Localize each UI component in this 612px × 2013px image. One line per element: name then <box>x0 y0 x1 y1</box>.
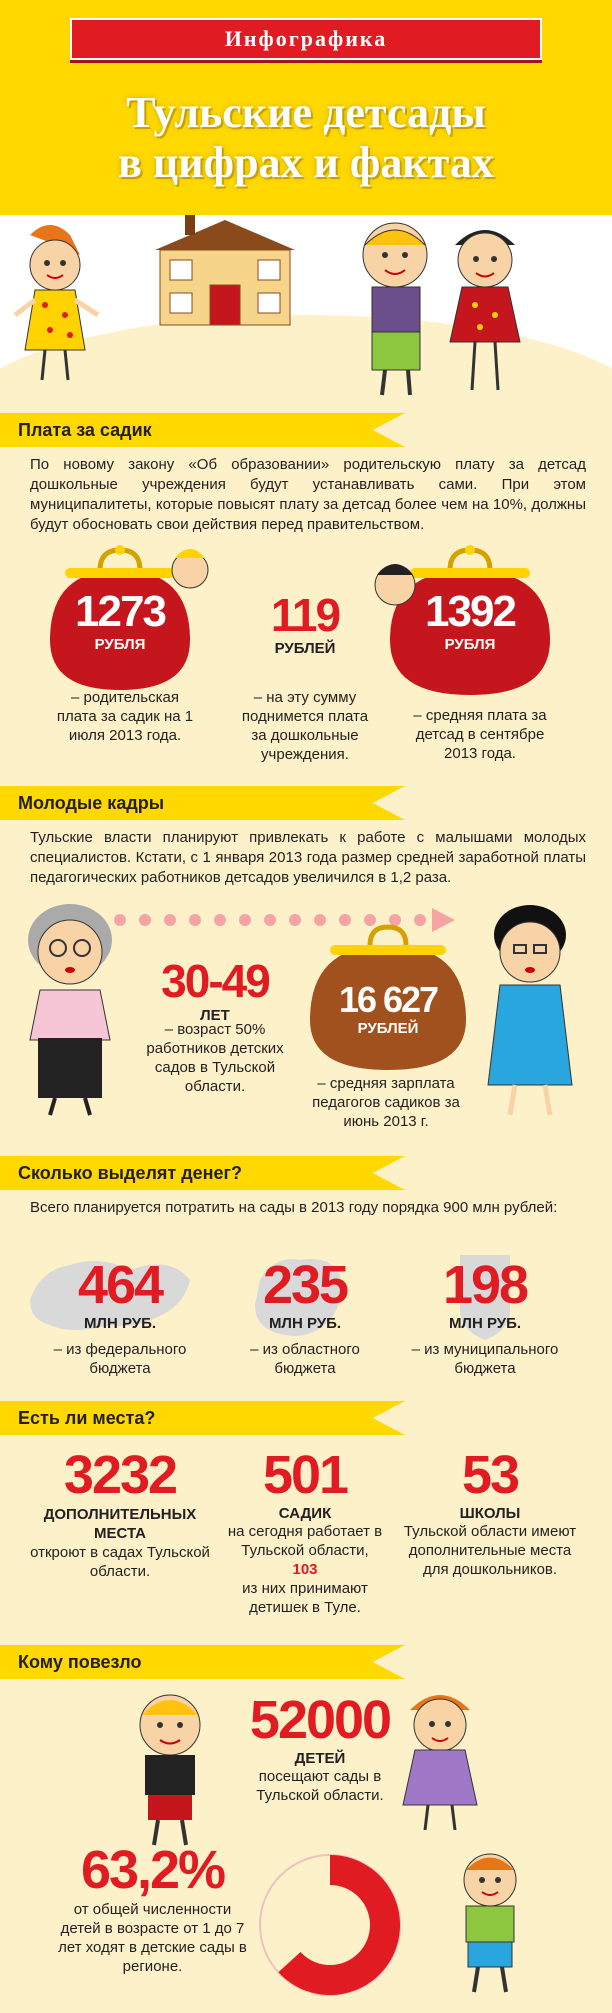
municipal-stat: 198 МЛН РУБ. <box>425 1255 545 1332</box>
section-staff-paragraph: Тульские власти планируют привлекать к р… <box>30 829 586 886</box>
regional-stat: 235 МЛН РУБ. <box>245 1255 365 1332</box>
girl-left-icon <box>13 225 100 381</box>
pie-chart-icon <box>259 1854 401 1996</box>
share-value: 63,2% <box>80 1840 226 1900</box>
purse-illustrations <box>50 545 550 695</box>
fee-desc-1392: – средняя плата за детсад в сентябре 201… <box>413 707 547 762</box>
extra-places-unit: ДОПОЛНИТЕЛЬНЫХ МЕСТА <box>43 1506 197 1542</box>
russia-map-icon <box>30 1261 190 1330</box>
kindergartens-highlight: 103 <box>292 1561 318 1578</box>
extra-places-desc: откроют в садах Тульской области. <box>30 1544 210 1580</box>
boy-icon <box>362 222 428 396</box>
boy-left-icon <box>139 1694 201 1846</box>
municipal-shield-icon <box>460 1255 510 1340</box>
girl-right-icon <box>449 230 521 391</box>
section-heading-lucky-label: Кому повезло <box>18 1652 142 1672</box>
kindergartens-unit: САДИК <box>278 1505 332 1522</box>
house-icon <box>155 215 295 326</box>
fee-stat-1273: 1273 РУБЛЯ <box>60 587 180 654</box>
section-heading-fee: Плата за садик <box>0 413 405 447</box>
purse-brown-icon <box>310 924 466 1070</box>
extra-places-stat: 3232 ДОПОЛНИТЕЛЬНЫХ МЕСТА откроют в сада… <box>20 1445 220 1581</box>
age-stat: 30-49 ЛЕТ <box>140 955 290 1024</box>
maps-illustration <box>30 1255 510 1340</box>
infographic-ribbon: Инфографика <box>70 18 542 60</box>
municipal-unit: МЛН РУБ. <box>448 1315 522 1332</box>
boy-bottom-right-icon <box>463 1853 517 1993</box>
purse-right-icon <box>390 545 550 695</box>
age-value: 30-49 <box>161 955 271 1007</box>
kindergartens-stat: 501 САДИК на сегодня работает в Тульской… <box>220 1445 390 1617</box>
salary-unit: РУБЛЕЙ <box>357 1020 419 1037</box>
header-banner: Инфографика Тульские детсады в цифрах и … <box>0 0 612 215</box>
section-heading-staff-label: Молодые кадры <box>18 793 165 813</box>
regional-value: 235 <box>262 1255 349 1315</box>
section-heading-places: Есть ли места? <box>0 1401 405 1435</box>
federal-stat: 464 МЛН РУБ. <box>60 1255 180 1332</box>
hero-illustration <box>0 215 612 515</box>
municipal-desc: – из муниципального бюджета <box>411 1341 559 1377</box>
section-fee-paragraph: По новому закону «Об образовании» родите… <box>30 456 586 533</box>
teachers-illustration <box>28 904 573 1116</box>
section-heading-places-label: Есть ли места? <box>18 1408 156 1428</box>
share-stat: 63,2% от общей численности детей в возра… <box>55 1840 250 1976</box>
fee-value-119: 119 <box>270 589 341 641</box>
children-value: 52000 <box>249 1690 392 1750</box>
girl-right-section5-icon <box>402 1695 478 1831</box>
age-unit: ЛЕТ <box>200 1007 230 1024</box>
page-title: Тульские детсады в цифрах и фактах <box>0 88 612 188</box>
section-heading-money: Сколько выделят денег? <box>0 1156 405 1190</box>
child-peek-right-icon <box>374 564 416 606</box>
dotted-arrow-icon <box>114 908 455 932</box>
schools-value: 53 <box>461 1445 520 1505</box>
salary-value: 16 627 <box>338 979 439 1020</box>
kindergartens-value: 501 <box>262 1445 349 1505</box>
child-peek-left-icon <box>171 549 209 589</box>
kids-and-house-illustration <box>13 215 521 396</box>
regional-unit: МЛН РУБ. <box>268 1315 342 1332</box>
federal-unit: МЛН РУБ. <box>83 1315 157 1332</box>
title-line-1: Тульские детсады <box>126 88 486 137</box>
children-unit: ДЕТЕЙ <box>294 1750 346 1767</box>
kindergartens-desc-after: из них принимают детишек в Туле. <box>242 1580 368 1616</box>
section-heading-lucky: Кому повезло <box>0 1645 405 1679</box>
young-teacher-icon <box>487 905 573 1116</box>
fee-unit-1273: РУБЛЯ <box>94 636 146 653</box>
children-desc: посещают сады в Тульской области. <box>256 1768 384 1804</box>
federal-value: 464 <box>77 1255 164 1315</box>
salary-desc: – средняя зарплата педагогов садиков за … <box>312 1075 460 1130</box>
ribbon-label: Инфографика <box>224 26 388 51</box>
fee-unit-119: РУБЛЕЙ <box>274 640 336 657</box>
section-heading-fee-label: Плата за садик <box>18 420 152 440</box>
fee-value-1273: 1273 <box>75 587 167 636</box>
fee-stat-1392: 1392 РУБЛЯ <box>410 587 530 654</box>
salary-stat: 16 627 РУБЛЕЙ <box>318 979 458 1038</box>
section-money-paragraph: Всего планируется потратить на сады в 20… <box>30 1199 558 1216</box>
share-desc: от общей численности детей в возрасте от… <box>58 1901 247 1975</box>
purse-left-icon <box>50 545 190 690</box>
fee-unit-1392: РУБЛЯ <box>444 636 496 653</box>
section5-illustration <box>139 1694 517 1996</box>
regional-desc: – из областного бюджета <box>250 1341 360 1377</box>
age-desc: – возраст 50% работников детских садов в… <box>146 1021 284 1095</box>
older-teacher-icon <box>28 904 112 1116</box>
tula-region-map-icon <box>255 1259 342 1336</box>
title-line-2: в цифрах и фактах <box>118 138 494 187</box>
children-stat: 52000 ДЕТЕЙ посещают сады в Тульской обл… <box>235 1690 405 1805</box>
fee-value-1392: 1392 <box>425 587 517 636</box>
fee-stat-119: 119 РУБЛЕЙ <box>240 590 370 657</box>
municipal-value: 198 <box>442 1255 529 1315</box>
section-heading-money-label: Сколько выделят денег? <box>18 1163 243 1183</box>
extra-places-value: 3232 <box>63 1445 178 1505</box>
fee-desc-119: – на эту сумму поднимется плата за дошко… <box>241 689 369 763</box>
schools-desc: Тульской области имеют дополнительные ме… <box>403 1523 577 1578</box>
section-heading-staff: Молодые кадры <box>0 786 405 820</box>
schools-stat: 53 ШКОЛЫ Тульской области имеют дополнит… <box>400 1445 580 1579</box>
kindergartens-desc-before: на сегодня работает в Тульской области, <box>227 1523 383 1559</box>
federal-desc: – из федерального бюджета <box>53 1341 187 1377</box>
schools-unit: ШКОЛЫ <box>459 1505 521 1522</box>
fee-desc-1273: – родительская плата за садик на 1 июля … <box>56 689 194 744</box>
